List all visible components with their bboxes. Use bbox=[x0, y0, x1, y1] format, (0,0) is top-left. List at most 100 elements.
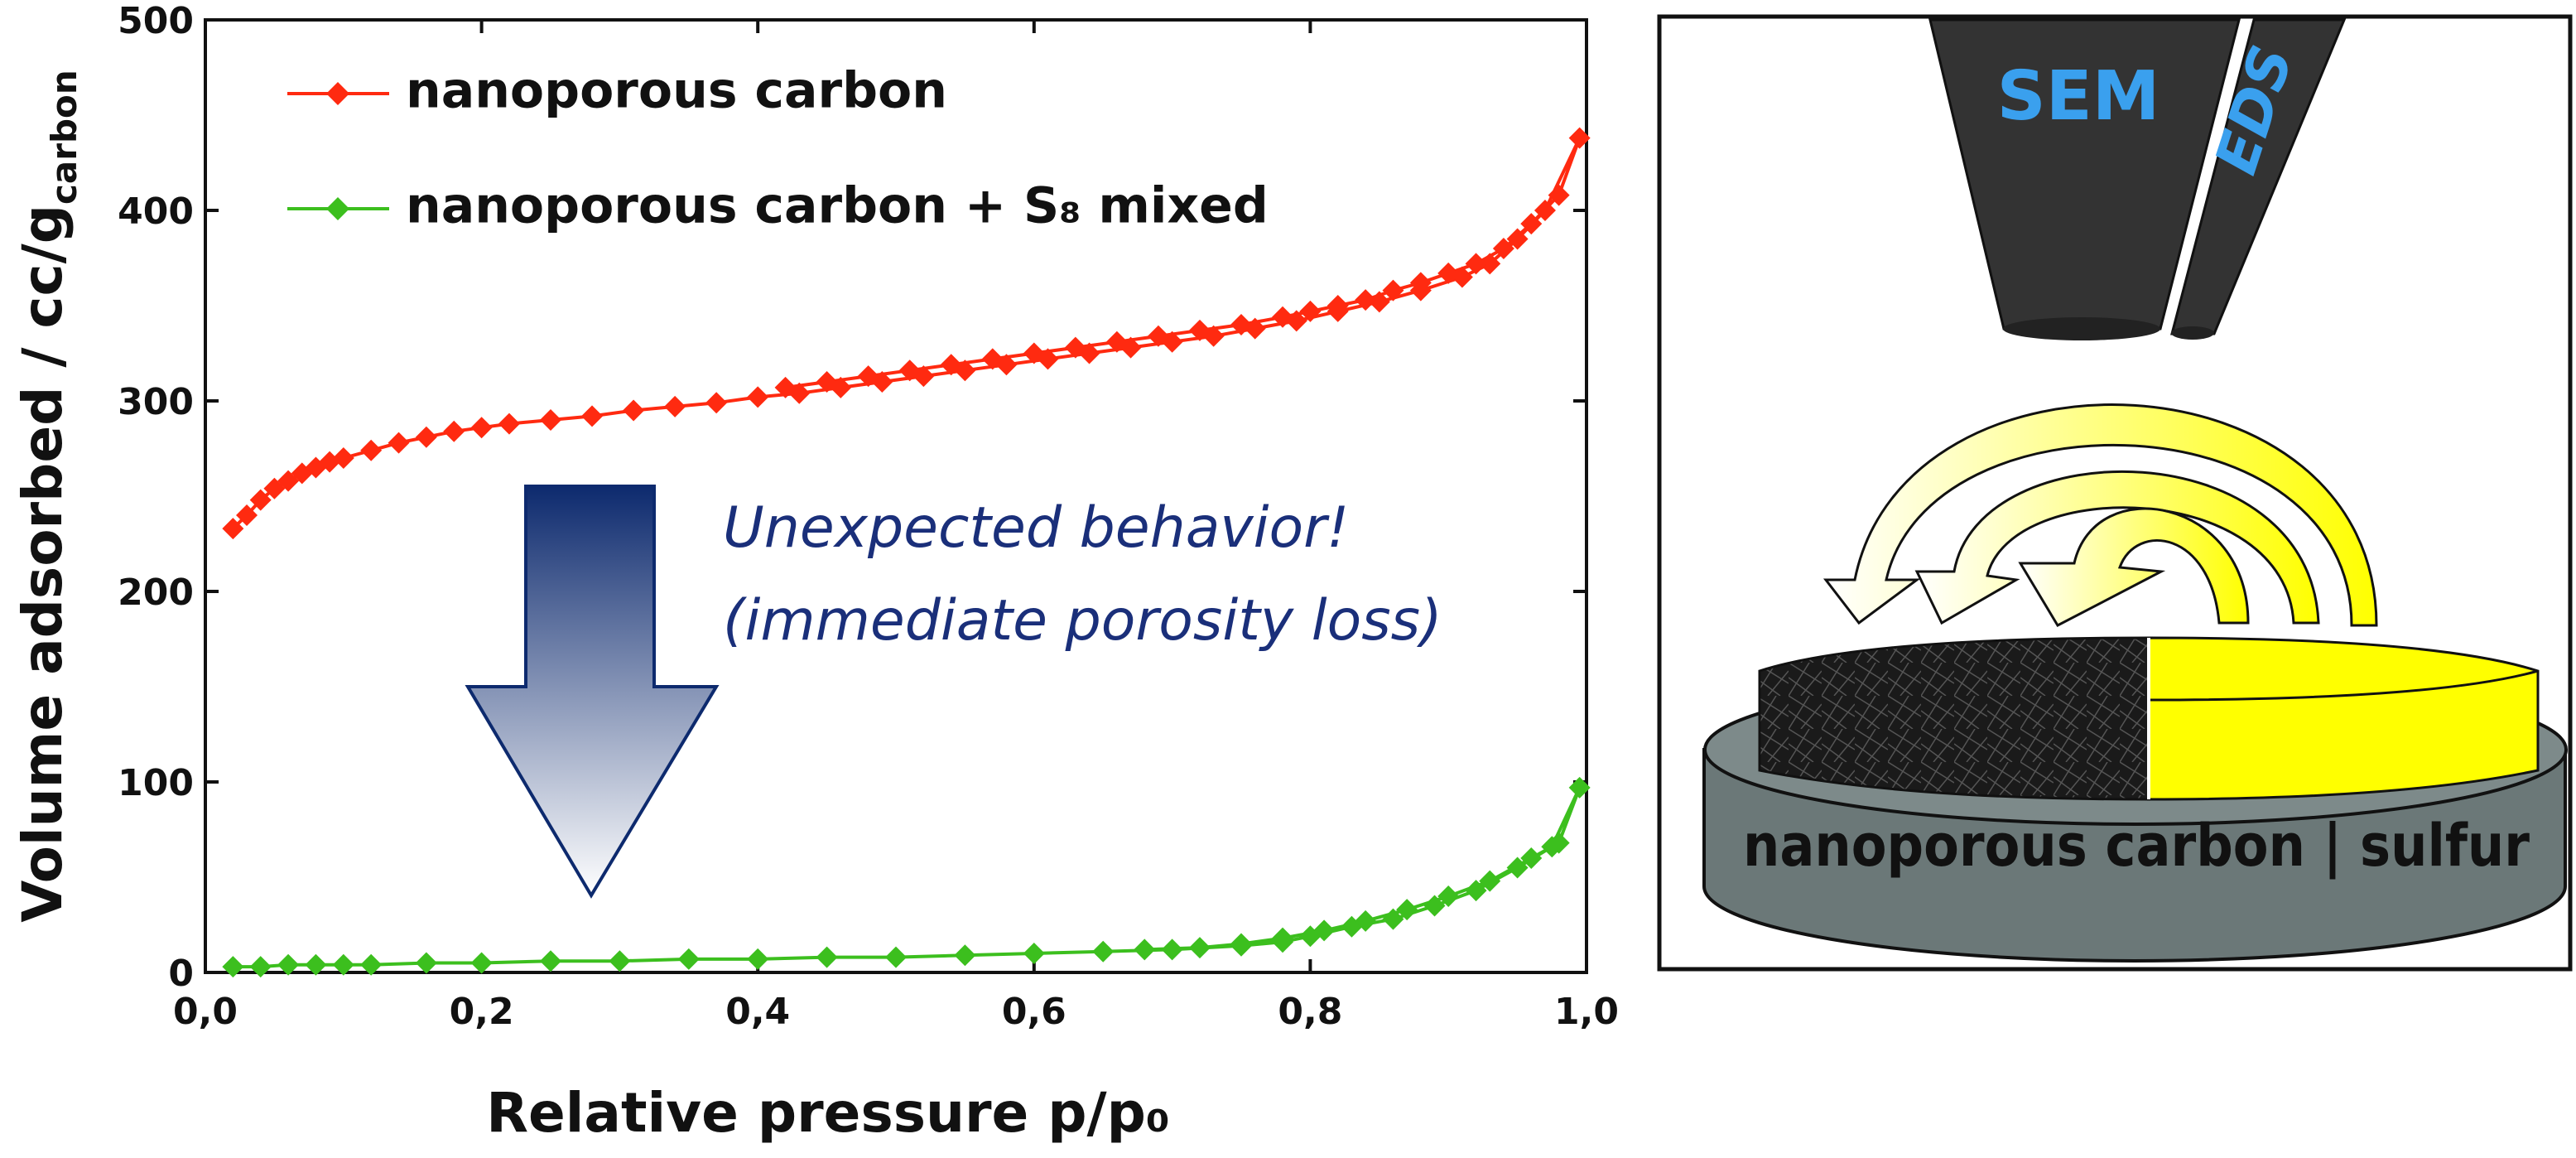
data-point bbox=[1023, 943, 1045, 964]
data-point bbox=[236, 504, 258, 526]
data-point bbox=[1368, 291, 1390, 313]
rotation-arrow bbox=[2018, 507, 2250, 627]
data-point bbox=[664, 395, 686, 417]
data-point bbox=[1105, 331, 1128, 353]
data-point bbox=[677, 948, 700, 970]
data-point bbox=[470, 417, 493, 439]
data-point bbox=[415, 952, 437, 974]
data-point bbox=[388, 432, 410, 454]
data-point bbox=[981, 348, 1004, 370]
data-point bbox=[747, 948, 769, 970]
sulfur-edge bbox=[2148, 669, 2539, 702]
data-point bbox=[1437, 885, 1460, 907]
y-axis-label-sub: carbon bbox=[44, 70, 84, 205]
eds-aperture bbox=[2171, 326, 2214, 340]
data-point bbox=[1092, 940, 1115, 963]
data-point bbox=[898, 359, 921, 382]
data-point bbox=[1520, 847, 1543, 869]
data-point bbox=[816, 946, 838, 968]
data-point bbox=[1479, 870, 1501, 892]
data-point bbox=[623, 399, 645, 422]
data-point bbox=[774, 376, 797, 398]
annotation: (immediate porosity loss) bbox=[723, 588, 1442, 654]
data-point bbox=[1147, 325, 1169, 347]
data-point bbox=[1064, 336, 1086, 359]
legend-marker bbox=[326, 82, 349, 105]
data-point bbox=[1230, 933, 1252, 955]
eds-detector bbox=[2170, 18, 2347, 335]
data-point bbox=[1161, 938, 1183, 961]
data-point bbox=[249, 489, 272, 511]
data-point bbox=[470, 952, 493, 974]
data-point bbox=[332, 447, 354, 469]
data-point bbox=[1568, 776, 1591, 799]
data-point bbox=[249, 956, 272, 978]
data-point bbox=[415, 426, 437, 448]
x-tick-label: 0,2 bbox=[450, 991, 514, 1033]
data-point bbox=[1520, 213, 1543, 235]
y-tick-label: 200 bbox=[118, 572, 194, 614]
series-line bbox=[233, 787, 1582, 969]
data-point bbox=[1382, 279, 1404, 302]
data-point bbox=[540, 409, 561, 431]
data-point bbox=[1188, 937, 1211, 959]
data-point bbox=[443, 420, 465, 442]
y-tick-label: 0 bbox=[168, 953, 194, 995]
data-point bbox=[1423, 895, 1446, 917]
legend-marker bbox=[326, 197, 349, 220]
x-tick-label: 0,6 bbox=[1002, 991, 1067, 1033]
data-point bbox=[857, 365, 879, 388]
data-point bbox=[1506, 856, 1529, 879]
rotation-arrow bbox=[1914, 470, 2320, 625]
down-arrow bbox=[465, 485, 720, 899]
y-tick-label: 300 bbox=[118, 381, 194, 423]
data-point bbox=[747, 386, 769, 408]
x-tick-label: 1,0 bbox=[1554, 991, 1619, 1033]
data-point bbox=[360, 953, 383, 976]
rotation-arrow bbox=[1822, 403, 2378, 627]
data-point bbox=[222, 518, 244, 540]
data-point bbox=[1272, 927, 1294, 949]
data-point bbox=[1396, 899, 1418, 921]
data-point bbox=[1534, 200, 1556, 221]
x-tick-label: 0,0 bbox=[173, 991, 238, 1033]
annotation: Unexpected behavior! bbox=[723, 495, 1349, 561]
data-point bbox=[1568, 127, 1591, 149]
y-tick-label: 500 bbox=[118, 0, 194, 42]
data-point bbox=[581, 405, 604, 427]
data-point bbox=[1134, 938, 1156, 961]
y-tick-label: 400 bbox=[118, 191, 194, 233]
data-point bbox=[885, 946, 907, 968]
sem-aperture bbox=[2003, 317, 2160, 340]
data-point bbox=[360, 439, 383, 461]
data-point bbox=[540, 950, 561, 972]
data-point bbox=[1479, 253, 1501, 275]
legend-label: nanoporous carbon + S₈ mixed bbox=[406, 177, 1269, 235]
data-point bbox=[1272, 306, 1294, 328]
data-point bbox=[609, 950, 631, 972]
data-point bbox=[1506, 228, 1529, 250]
panel-frame bbox=[1657, 14, 2573, 972]
data-point bbox=[1313, 919, 1336, 942]
data-point bbox=[277, 953, 300, 976]
data-point bbox=[1465, 253, 1487, 275]
data-point bbox=[1437, 262, 1460, 284]
data-point bbox=[1355, 289, 1377, 311]
data-point bbox=[498, 413, 520, 435]
data-point bbox=[940, 354, 962, 376]
diagram: SEM EDS nanoporous carbon | sulfur bbox=[1657, 14, 2573, 972]
data-point bbox=[1492, 238, 1514, 259]
legend-label: nanoporous carbon bbox=[406, 62, 947, 120]
data-point bbox=[1023, 342, 1045, 364]
data-point bbox=[1188, 319, 1211, 341]
data-point bbox=[332, 953, 354, 976]
data-point bbox=[1382, 908, 1404, 930]
x-axis-label: Relative pressure p/p₀ bbox=[486, 1081, 1170, 1145]
data-point bbox=[222, 956, 244, 978]
data-point bbox=[1548, 184, 1570, 206]
x-tick-label: 0,4 bbox=[725, 991, 790, 1033]
data-point bbox=[1409, 272, 1432, 294]
y-axis-label-main: Volume adsorbed / cc/g bbox=[11, 205, 75, 923]
